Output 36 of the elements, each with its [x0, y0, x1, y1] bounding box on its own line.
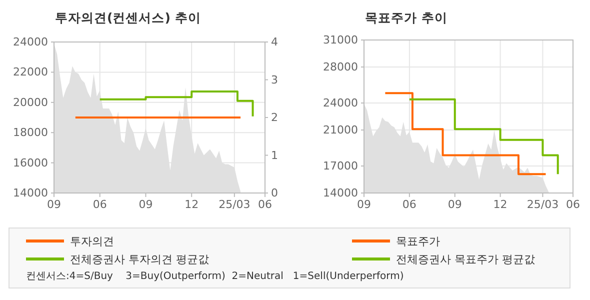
- y-tick-label: 24000: [13, 36, 48, 49]
- chart-title: 투자의견(컨센서스) 추이: [55, 10, 201, 25]
- legend-label: 전체증권사 투자의견 평균값: [70, 253, 209, 266]
- x-tick-label: 12: [493, 198, 508, 211]
- chart-title: 목표주가 추이: [365, 10, 448, 25]
- y-tick-label: 17000: [323, 160, 358, 173]
- x-tick-label: 06: [402, 198, 416, 211]
- y-tick-label: 14000: [13, 186, 48, 200]
- y-tick-label: 31000: [323, 34, 358, 47]
- y2-tick-label: 2: [271, 111, 278, 124]
- x-tick-label: 09: [138, 198, 153, 211]
- y-tick-label: 16000: [13, 156, 48, 170]
- x-tick-label: 25/03: [218, 198, 250, 211]
- x-tick-label: 12: [184, 198, 199, 211]
- text: 컨센서스:4=S/Buy 3=Buy(Outperform) 2=Neutral 1=Sell(Underperform): [26, 271, 404, 282]
- y2-tick-label: 0: [271, 186, 278, 200]
- y-tick-label: 24000: [323, 96, 358, 110]
- x-tick-label: 09: [357, 198, 371, 211]
- y-tick-label: 18000: [13, 126, 48, 140]
- y2-tick-label: 3: [271, 73, 278, 86]
- y-tick-label: 22000: [13, 66, 48, 79]
- x-tick-label: 06: [92, 198, 107, 211]
- x-tick-label: 25/03: [526, 198, 559, 211]
- y2-tick-label: 1: [271, 148, 278, 162]
- legend-label: 목표주가: [396, 235, 440, 248]
- x-tick-label: 06: [258, 198, 272, 211]
- y-tick-label: 14000: [323, 186, 358, 200]
- y2-tick-label: 4: [271, 36, 278, 49]
- legend-label: 전체증권사 목표주가 평균값: [396, 253, 535, 266]
- y-tick-label: 28000: [323, 60, 358, 74]
- x-tick-label: 06: [566, 198, 580, 211]
- y-tick-label: 20000: [13, 96, 48, 109]
- x-tick-label: 09: [448, 198, 462, 211]
- y-tick-label: 21000: [323, 124, 358, 137]
- legend-label: 투자의견: [70, 235, 114, 248]
- x-tick-label: 09: [47, 198, 61, 211]
